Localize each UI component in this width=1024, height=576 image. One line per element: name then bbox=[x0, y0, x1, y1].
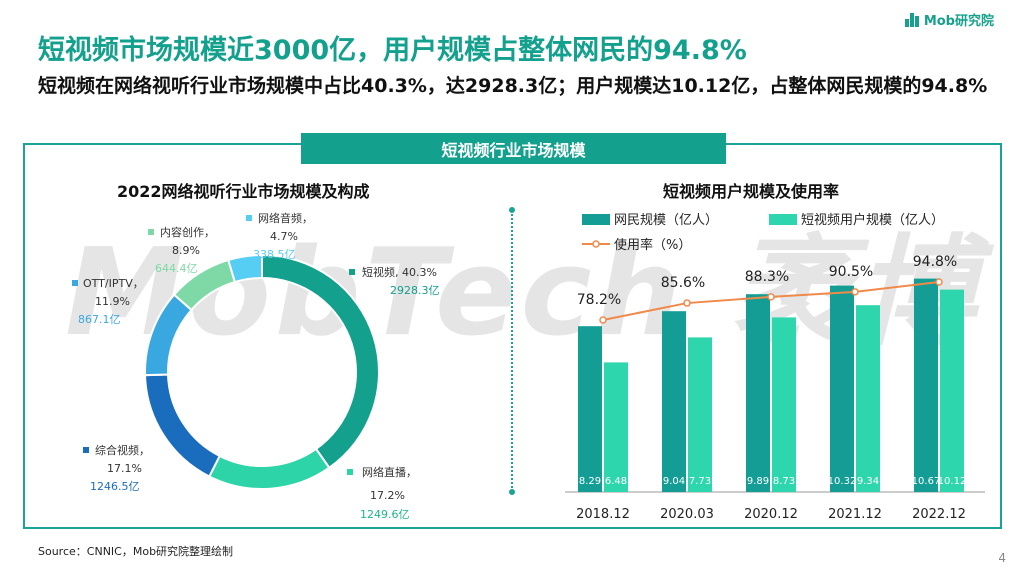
bar-value-label: 10.32 bbox=[828, 476, 857, 487]
page-number: 4 bbox=[998, 551, 1006, 565]
bar-value-label: 8.29 bbox=[579, 476, 601, 487]
slice-value-label: 867.1亿 bbox=[78, 313, 121, 326]
x-tick-label: 2021.12 bbox=[828, 507, 882, 522]
bar-value-label: 8.73 bbox=[773, 476, 795, 487]
slice-pct-label: 8.9% bbox=[172, 244, 200, 257]
x-tick-label: 2020.03 bbox=[660, 507, 714, 522]
line-point bbox=[683, 299, 691, 307]
bar bbox=[830, 285, 854, 492]
legend-label: 使用率（%） bbox=[614, 237, 691, 253]
slice-name-label: OTT/IPTV， bbox=[83, 277, 144, 290]
bar bbox=[688, 337, 712, 492]
slice-name-label: 内容创作， bbox=[160, 225, 215, 239]
legend-line-marker-icon bbox=[592, 240, 600, 248]
x-tick-label: 2018.12 bbox=[576, 507, 630, 522]
line-value-label: 88.3% bbox=[745, 269, 789, 285]
line-point bbox=[599, 316, 607, 324]
source-note: Source：CNNIC，Mob研究院整理绘制 bbox=[38, 545, 234, 558]
logo-mark-icon bbox=[904, 12, 921, 27]
slice-value-label: 644.4亿 bbox=[155, 262, 198, 275]
pie-slice bbox=[261, 253, 380, 470]
bar-value-label: 9.04 bbox=[663, 476, 685, 487]
bar-value-label: 10.12 bbox=[938, 476, 967, 487]
bar bbox=[856, 305, 880, 492]
page-title: 短视频市场规模近3000亿，用户规模占整体网民的94.8% bbox=[38, 35, 747, 66]
slice-pct-label: 4.7% bbox=[270, 230, 298, 243]
x-tick-label: 2022.12 bbox=[912, 507, 966, 522]
page-subtitle: 短视频在网络视听行业市场规模中占比40.3%，达2928.3亿；用户规模达10.… bbox=[38, 75, 988, 97]
legend-marker-icon bbox=[347, 469, 353, 475]
bar-value-label: 6.48 bbox=[605, 476, 627, 487]
line-value-label: 90.5% bbox=[829, 264, 873, 280]
bar-value-label: 9.34 bbox=[857, 476, 879, 487]
logo-text: Mob研究院 bbox=[923, 14, 994, 29]
bar bbox=[662, 311, 686, 492]
legend-marker-icon bbox=[246, 215, 252, 221]
slice-name-label: 网络音频， bbox=[258, 211, 313, 225]
legend-label: 短视频用户规模（亿人） bbox=[801, 212, 944, 228]
bar-value-label: 9.89 bbox=[747, 476, 769, 487]
legend-marker-icon bbox=[72, 280, 78, 286]
slice-value-label: 1246.5亿 bbox=[90, 480, 140, 493]
legend-swatch-icon bbox=[769, 214, 797, 225]
line-value-label: 94.8% bbox=[913, 254, 957, 270]
x-tick-label: 2020.12 bbox=[744, 507, 798, 522]
slice-name-label: 网络直播， bbox=[362, 465, 417, 479]
mob-logo: Mob研究院 bbox=[904, 10, 994, 29]
bar bbox=[604, 362, 628, 492]
slice-value-label: 338.5亿 bbox=[253, 248, 296, 261]
slice-pct-label: 17.1% bbox=[107, 462, 142, 475]
pie-slice bbox=[144, 293, 193, 377]
line-value-label: 78.2% bbox=[577, 292, 621, 308]
legend-marker-icon bbox=[349, 269, 355, 275]
slice-name-label: 综合视频， bbox=[95, 443, 150, 457]
chart-divider bbox=[509, 207, 515, 495]
slice-name-label: 短视频, 40.3% bbox=[362, 265, 437, 279]
legend-label: 网民规模（亿人） bbox=[614, 213, 718, 228]
line-value-label: 85.6% bbox=[661, 275, 705, 291]
pie-slice bbox=[207, 447, 331, 490]
pie-chart-title: 2022网络视听行业市场规模及构成 bbox=[117, 182, 370, 201]
legend-marker-icon bbox=[83, 447, 89, 453]
line-point bbox=[935, 278, 943, 286]
bar-chart-title: 短视频用户规模及使用率 bbox=[663, 182, 840, 201]
bar-value-label: 10.67 bbox=[912, 476, 941, 487]
usage-rate-line bbox=[602, 281, 940, 321]
slice-value-label: 1249.6亿 bbox=[360, 508, 410, 521]
legend-marker-icon bbox=[148, 229, 154, 235]
section-banner: 短视频行业市场规模 bbox=[301, 133, 726, 164]
line-point bbox=[767, 293, 775, 301]
bar bbox=[914, 278, 938, 492]
bar bbox=[772, 317, 796, 492]
bar bbox=[578, 326, 602, 492]
slice-pct-label: 17.2% bbox=[370, 489, 405, 502]
line-point bbox=[851, 288, 859, 296]
legend-swatch-icon bbox=[582, 214, 610, 225]
pie-slice bbox=[227, 253, 263, 284]
bar bbox=[746, 294, 770, 492]
pie-slice bbox=[144, 373, 222, 478]
slice-pct-label: 11.9% bbox=[95, 295, 130, 308]
slice-value-label: 2928.3亿 bbox=[390, 284, 440, 297]
bar bbox=[940, 289, 964, 492]
bar-value-label: 7.73 bbox=[689, 476, 711, 487]
